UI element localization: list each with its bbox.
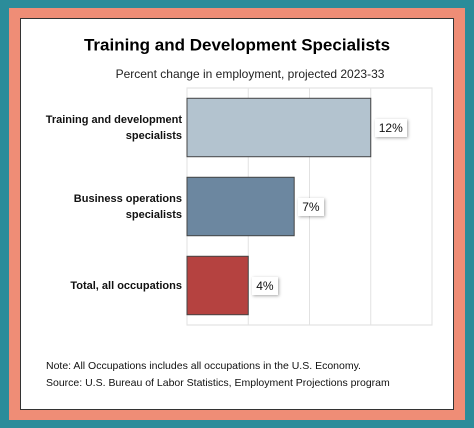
y-tick-label: Training and development specialists [45, 113, 182, 142]
source: Source: U.S. Bureau of Labor Statistics,… [46, 377, 390, 389]
bar [186, 176, 295, 237]
bar [186, 255, 249, 316]
y-tick-label: Total, all occupations [70, 279, 182, 292]
note: Note: All Occupations includes all occup… [46, 360, 361, 372]
chart-title: Training and Development Specialists [84, 35, 390, 54]
value-label: 4% [252, 276, 278, 295]
chart-subtitle: Percent change in employment, projected … [116, 67, 385, 81]
value-label: 12% [374, 118, 407, 137]
y-tick-label: Business operations specialists [73, 192, 182, 221]
bar [186, 97, 372, 158]
value-label: 7% [298, 197, 324, 216]
